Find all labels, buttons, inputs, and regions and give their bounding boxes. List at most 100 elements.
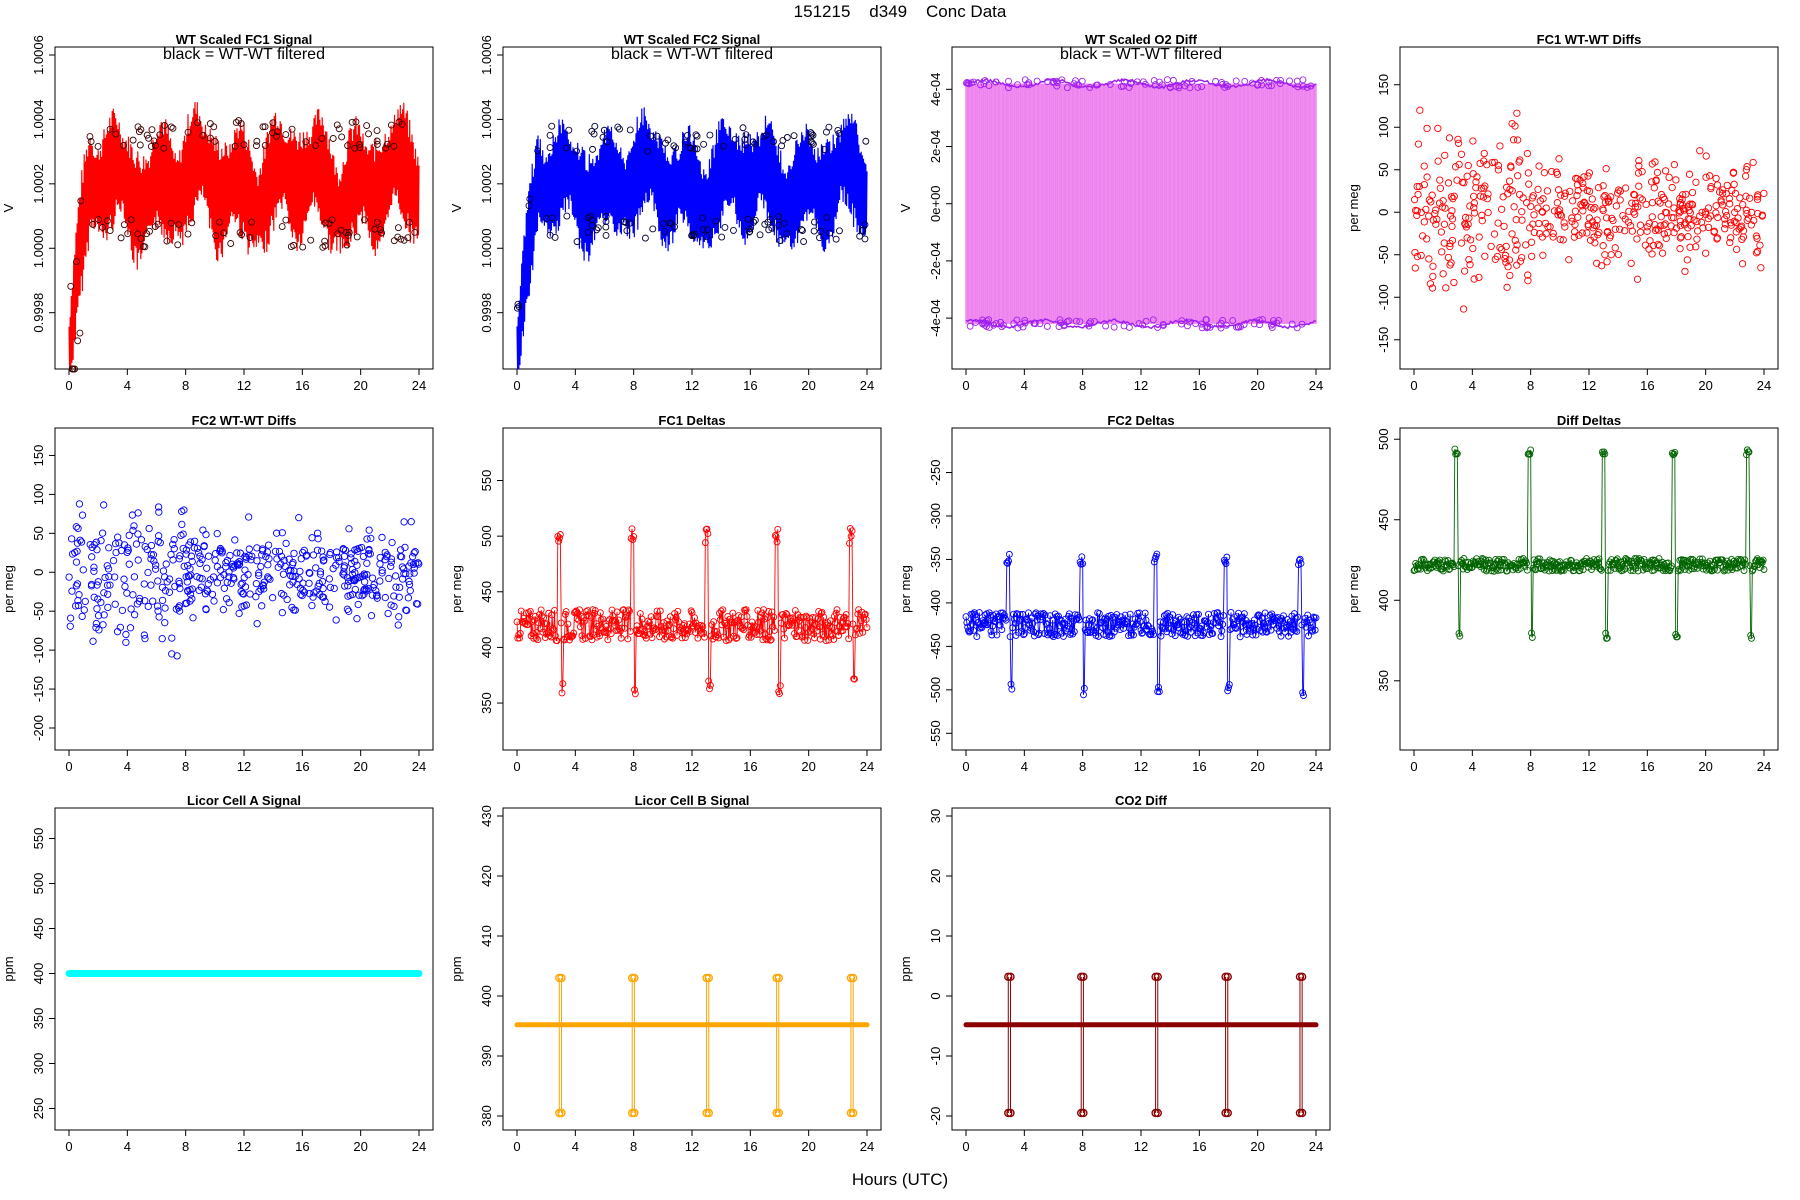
- data-point: [1665, 173, 1673, 182]
- filtered-point: [588, 221, 596, 229]
- data-point: [1434, 157, 1442, 165]
- filtered-point: [343, 241, 351, 249]
- filtered-point: [825, 123, 833, 131]
- x-tick-label: 4: [572, 759, 579, 774]
- data-point: [407, 518, 415, 526]
- filtered-point: [862, 137, 870, 145]
- data-point: [1420, 162, 1428, 170]
- filtered-point: [778, 142, 786, 150]
- delta-point: [1212, 614, 1220, 622]
- filtered-point: [232, 119, 240, 126]
- data-point: [348, 570, 357, 578]
- data-point: [345, 607, 353, 615]
- filtered-point: [686, 144, 694, 152]
- delta-point: [611, 618, 618, 626]
- data-point: [1559, 236, 1567, 244]
- y-tick-label: 1.0004: [31, 100, 46, 140]
- data-point: [1524, 277, 1532, 285]
- data-point: [410, 564, 418, 572]
- y-tick-label: 400: [31, 963, 46, 985]
- filtered-point: [1065, 317, 1073, 325]
- data-point: [182, 550, 190, 558]
- data-point: [1743, 209, 1751, 218]
- spike-point: [1153, 972, 1162, 981]
- filtered-point: [365, 130, 372, 138]
- plot-frame: [951, 427, 1331, 751]
- y-tick-label: 10: [928, 929, 943, 943]
- data-point: [175, 602, 184, 610]
- delta-point: [834, 627, 842, 635]
- delta-point: [572, 607, 580, 615]
- data-point: [1554, 207, 1562, 215]
- data-point: [308, 601, 316, 610]
- delta-point: [854, 610, 862, 618]
- data-point: [1667, 222, 1675, 230]
- data-point: [1530, 228, 1538, 237]
- data-point: [365, 526, 373, 534]
- delta-point: [686, 627, 694, 635]
- filtered-point: [834, 127, 842, 134]
- data-point: [1416, 106, 1424, 114]
- filtered-point: [1219, 316, 1227, 324]
- delta-point: [1453, 449, 1460, 457]
- data-point: [1411, 248, 1419, 257]
- filtered-point: [513, 304, 521, 312]
- data-point: [401, 543, 409, 552]
- data-point: [194, 549, 203, 557]
- data-point: [415, 560, 423, 568]
- data-point: [1432, 206, 1440, 214]
- data-point: [1466, 260, 1474, 269]
- data-point: [1604, 227, 1612, 236]
- filtered-point: [1178, 317, 1186, 325]
- data-point: [75, 591, 83, 599]
- filtered-point: [156, 131, 164, 139]
- delta-point: [1169, 611, 1177, 619]
- data-point: [1734, 214, 1742, 222]
- data-point: [1638, 196, 1647, 204]
- x-tick-label: 0: [513, 378, 520, 393]
- data-point: [1584, 172, 1592, 180]
- data-point: [100, 611, 108, 619]
- y-tick-label: -250: [928, 459, 943, 485]
- filtered-point: [602, 231, 610, 239]
- data-point: [149, 551, 158, 559]
- filtered-point: [1229, 317, 1237, 325]
- data-point: [1508, 230, 1516, 238]
- data-point: [202, 530, 210, 539]
- data-point: [316, 568, 325, 576]
- delta-point: [640, 631, 648, 639]
- x-tick-label: 20: [1250, 759, 1264, 774]
- x-tick-label: 16: [1640, 759, 1654, 774]
- delta-point: [684, 627, 692, 635]
- delta-point: [863, 624, 871, 632]
- data-point: [220, 571, 228, 579]
- delta-point: [822, 637, 830, 645]
- data-point: [385, 574, 393, 583]
- filtered-point: [231, 142, 239, 150]
- delta-point: [1190, 611, 1197, 619]
- delta-point: [1740, 567, 1748, 574]
- filtered-point: [687, 144, 695, 152]
- delta-point: [1041, 611, 1049, 619]
- data-point: [1428, 284, 1437, 292]
- data-point: [1543, 187, 1552, 195]
- y-tick-label: 450: [1376, 509, 1391, 531]
- data-point: [1661, 208, 1670, 217]
- x-tick-label: 24: [1309, 378, 1323, 393]
- data-point: [219, 606, 227, 614]
- data-point: [144, 568, 152, 577]
- data-point: [277, 589, 286, 598]
- filtered-point: [236, 229, 244, 237]
- delta-point: [998, 626, 1006, 634]
- delta-point: [1557, 567, 1565, 575]
- x-tick-label: 16: [1640, 378, 1654, 393]
- x-tick-label: 4: [124, 759, 131, 774]
- data-point: [153, 602, 162, 610]
- delta-point: [828, 624, 836, 632]
- data-point: [72, 582, 81, 590]
- filtered-point: [1258, 76, 1265, 84]
- data-point: [1731, 208, 1739, 216]
- filtered-point: [602, 218, 610, 225]
- filtered-point: [137, 235, 145, 242]
- data-point: [1648, 160, 1656, 168]
